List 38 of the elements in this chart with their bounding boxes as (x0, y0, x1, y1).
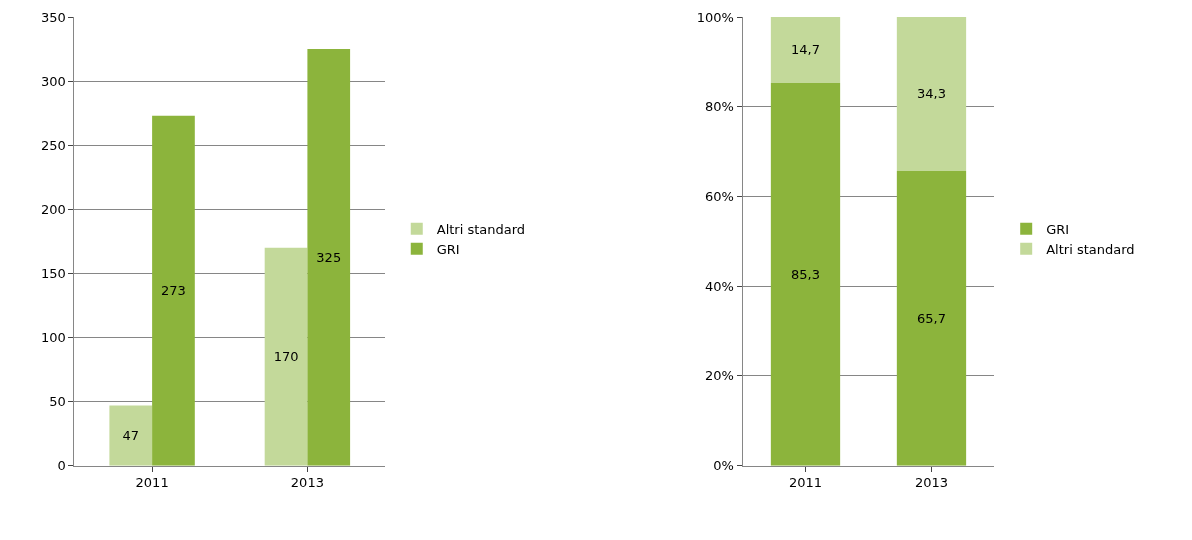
bar (896, 17, 967, 171)
data-label: 34,3 (917, 86, 946, 102)
y-tick-label: 150 (41, 265, 66, 281)
y-tick-label: 0 (57, 458, 66, 474)
data-label: 170 (273, 349, 299, 365)
y-tick-label: 300 (41, 73, 66, 89)
bar (770, 17, 841, 83)
y-tick-label: 250 (41, 137, 66, 153)
y-tick-label: 100 (41, 330, 66, 345)
legend-label: GRI (1046, 221, 1070, 237)
x-tick-label: 2011 (788, 475, 823, 491)
bar (264, 247, 308, 466)
x-tick-label: 2011 (135, 475, 169, 491)
data-label: 47 (122, 428, 140, 444)
y-tick-label: 60% (704, 189, 734, 204)
y-tick-label: 0% (713, 458, 734, 474)
y-tick-label: 40% (704, 278, 734, 294)
data-label: 14,7 (791, 42, 820, 58)
data-label: 65,7 (917, 310, 946, 326)
data-label: 325 (316, 249, 342, 265)
y-tick-label: 350 (41, 9, 66, 25)
bar (109, 405, 153, 466)
legend-label: GRI (436, 241, 460, 257)
x-tick-label: 2013 (290, 475, 324, 491)
y-tick-label: 200 (41, 201, 66, 217)
x-tick-label: 2013 (914, 475, 949, 491)
y-tick-label: 20% (704, 368, 734, 384)
bar (770, 82, 841, 466)
bar (152, 115, 195, 466)
y-tick-label: 80% (704, 99, 734, 115)
data-label: 273 (161, 283, 186, 299)
bar (896, 170, 967, 466)
y-tick-label: 100% (696, 9, 734, 25)
data-label: 85,3 (791, 266, 820, 282)
y-tick-label: 50 (49, 394, 66, 410)
legend-label: Altri standard (1046, 241, 1135, 257)
legend-label: Altri standard (436, 221, 526, 237)
bar (307, 49, 351, 466)
